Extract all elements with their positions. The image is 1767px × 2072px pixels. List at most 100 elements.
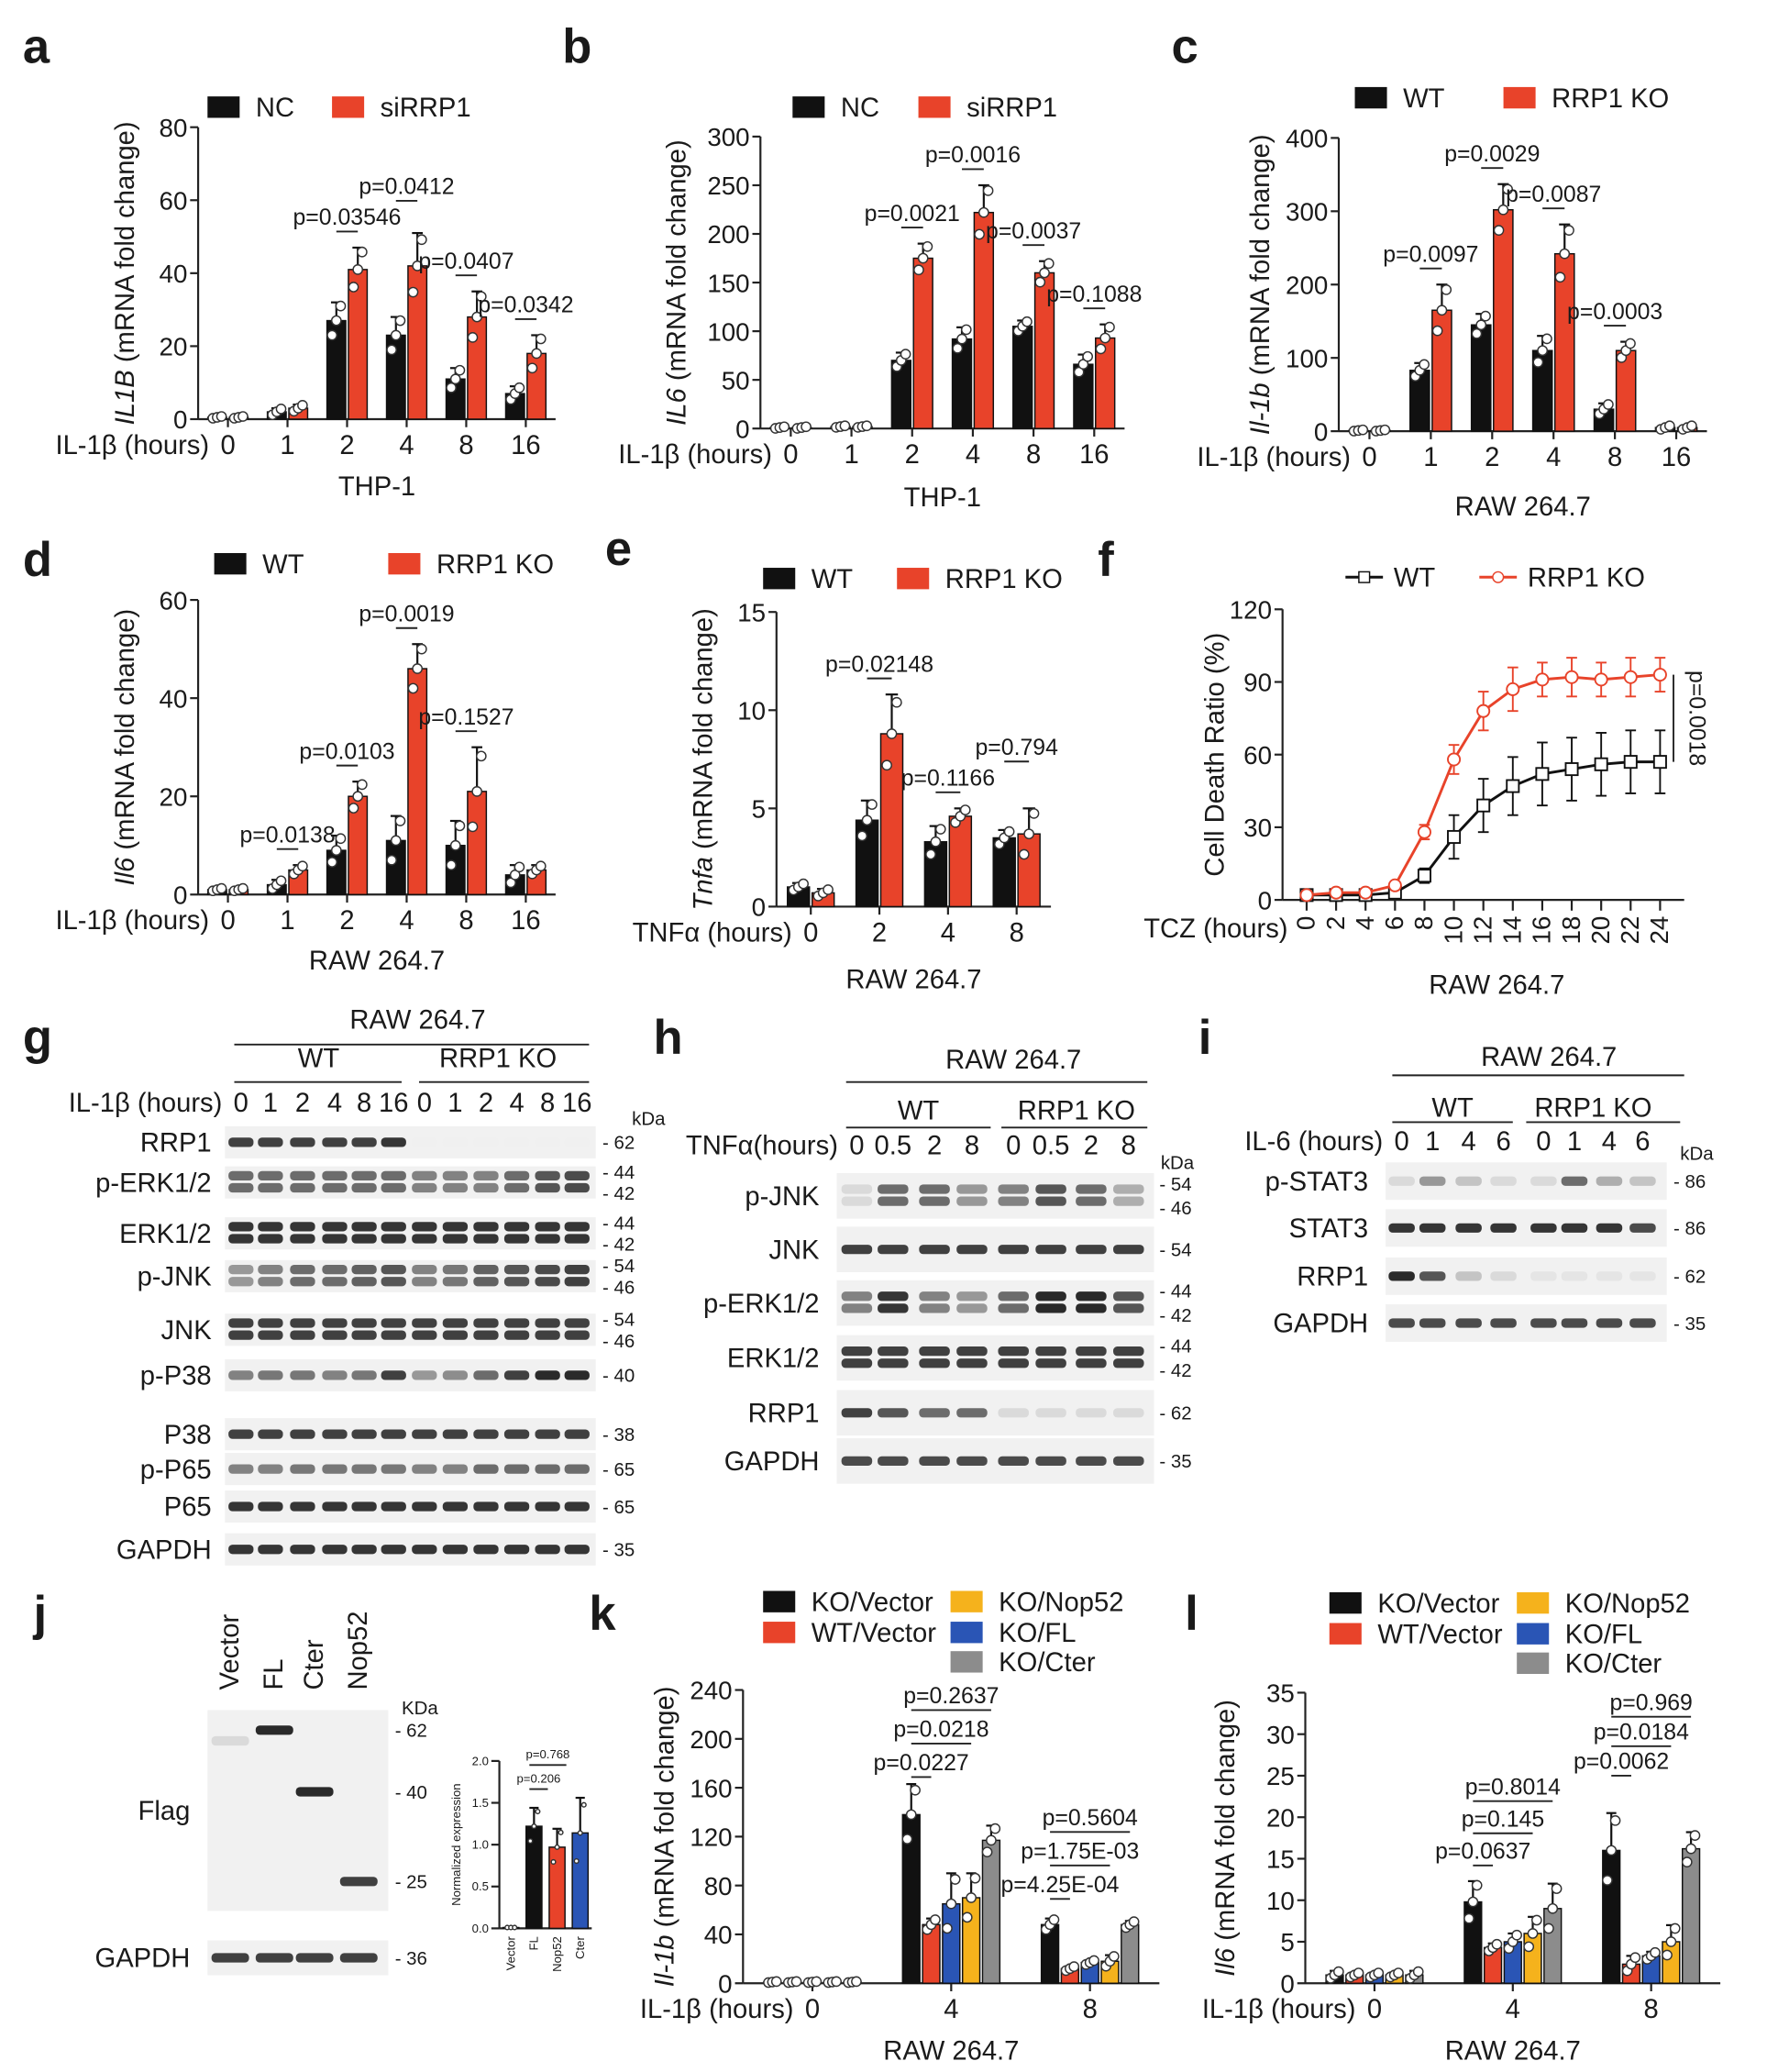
- lane-label: 4: [509, 1089, 524, 1118]
- protein-band: [878, 1346, 909, 1357]
- protein-band: [878, 1358, 909, 1368]
- protein-band: [1035, 1196, 1066, 1206]
- protein-band: [473, 1277, 499, 1287]
- kda-marker: - 54: [602, 1309, 635, 1330]
- lane-label: 2: [927, 1132, 942, 1161]
- data-point: [512, 1924, 518, 1931]
- data-point: [790, 1976, 802, 1988]
- lane-label: 6: [1635, 1127, 1650, 1157]
- lane-label: 2: [295, 1089, 310, 1118]
- kda-marker: - 42: [1159, 1360, 1191, 1381]
- protein-band: [228, 1429, 254, 1439]
- protein-band: [351, 1137, 377, 1147]
- legend-label: WT: [812, 565, 854, 594]
- protein-band: [841, 1184, 873, 1194]
- y-axis-label-text: (mRNA fold change): [1211, 1700, 1241, 1948]
- kda-unit-label: kDa: [1680, 1143, 1714, 1164]
- data-point: [514, 861, 525, 873]
- x-axis-prefix: TNFα (hours): [633, 918, 792, 947]
- protein-band: [258, 1545, 283, 1555]
- bar: [1523, 1933, 1542, 1984]
- protein-band: [295, 1787, 334, 1797]
- protein-band: [1455, 1176, 1482, 1186]
- protein-band: [1035, 1346, 1066, 1357]
- data-point: [446, 382, 457, 393]
- protein-band: [919, 1291, 950, 1302]
- category-label: 0: [803, 918, 818, 947]
- protein-band: [919, 1245, 950, 1255]
- protein-band: [228, 1464, 254, 1474]
- protein-band: [1113, 1346, 1144, 1357]
- legend-swatch: [1517, 1652, 1550, 1674]
- lane-label: FL: [260, 1658, 289, 1690]
- category-label: 8: [458, 906, 473, 936]
- lane-label: 0: [849, 1132, 864, 1161]
- protein-band: [1629, 1176, 1656, 1186]
- data-point: [901, 1834, 913, 1845]
- data-point: [580, 1801, 587, 1808]
- protein-band: [1035, 1245, 1066, 1255]
- protein-band: [258, 1170, 283, 1180]
- data-point: [770, 1976, 782, 1988]
- data-point: [930, 836, 942, 848]
- data-point: [390, 329, 402, 341]
- data-point: [449, 839, 461, 851]
- protein-band: [1596, 1176, 1623, 1186]
- protein-band: [1629, 1223, 1656, 1233]
- protein-band: [351, 1170, 377, 1180]
- legend-label: WT: [1394, 563, 1436, 593]
- data-point: [1506, 681, 1520, 696]
- p-value-label: p=0.145: [1462, 1807, 1544, 1832]
- lane-label: 8: [1121, 1132, 1136, 1161]
- legend-label: KO/FL: [1565, 1620, 1642, 1649]
- protein-band: [381, 1501, 406, 1512]
- data-point: [1048, 1914, 1060, 1925]
- protein-band: [412, 1318, 437, 1328]
- protein-band: [503, 1234, 530, 1244]
- blot-row-label: GAPDH: [116, 1535, 212, 1565]
- y-tick-label: 20: [160, 782, 188, 811]
- protein-band: [442, 1277, 469, 1287]
- p-value-label: p=0.02148: [825, 652, 933, 677]
- x-tick-label: 16: [1528, 916, 1556, 945]
- kda-marker: - 65: [602, 1459, 635, 1480]
- y-axis-label: Tnfa (mRNA fold change): [690, 608, 719, 910]
- data-point: [851, 1976, 862, 1988]
- protein-band: [956, 1346, 988, 1357]
- data-point: [1594, 672, 1608, 687]
- data-point: [275, 875, 287, 887]
- bar: [992, 837, 1016, 908]
- protein-band: [228, 1182, 254, 1193]
- chart-l: 0 5 10 15 20 25 30 35 0 4 8 IL-1β (hours) RAW 264.7 I…: [1202, 1590, 1721, 2066]
- lane-label: 0.5: [875, 1132, 912, 1161]
- data-point: [981, 1846, 993, 1858]
- data-point: [330, 315, 342, 327]
- bar: [973, 211, 995, 429]
- lane-label: 2: [1084, 1132, 1099, 1161]
- y-tick-label: 90: [1243, 669, 1272, 697]
- data-point: [856, 830, 868, 842]
- protein-band: [1561, 1318, 1588, 1328]
- protein-band: [442, 1264, 469, 1275]
- p-value-label: p=0.5604: [1043, 1806, 1138, 1831]
- protein-band: [841, 1303, 873, 1313]
- data-point: [407, 682, 419, 694]
- data-point: [416, 643, 427, 655]
- protein-band: [998, 1291, 1029, 1302]
- blot-row-label: RRP1: [1297, 1263, 1368, 1292]
- data-point: [1537, 345, 1549, 357]
- protein-band: [564, 1182, 590, 1193]
- category-label: 4: [944, 1995, 958, 2024]
- legend-label: KO/Nop52: [999, 1588, 1123, 1617]
- category-label: 2: [339, 431, 354, 460]
- p-value-label: p=0.0018: [1684, 670, 1709, 766]
- lane-label: 4: [1462, 1127, 1476, 1157]
- protein-band: [412, 1182, 437, 1193]
- legend-label: siRRP1: [966, 94, 1057, 123]
- y-axis-label-text: (mRNA fold change): [1246, 134, 1276, 382]
- protein-band: [1076, 1184, 1107, 1194]
- data-point: [348, 803, 359, 814]
- y-axis-label: Il6 (mRNA fold change): [111, 609, 140, 886]
- data-point: [900, 349, 911, 360]
